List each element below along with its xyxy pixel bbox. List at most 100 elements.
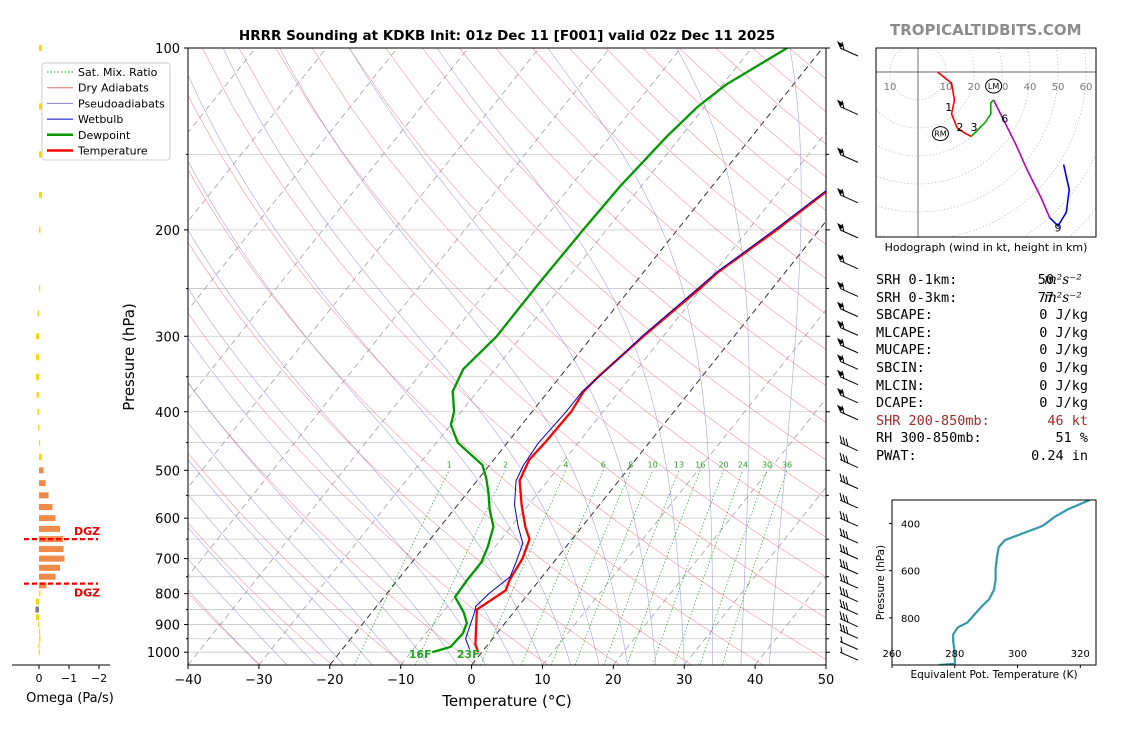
stat-value: 46 kt	[1047, 412, 1088, 429]
hodo-height-label: 2	[957, 121, 964, 134]
hodo-height-label: 6	[1001, 112, 1008, 125]
mixing-ratio-label: 2	[503, 460, 508, 469]
omega-bar	[39, 525, 60, 532]
pseudoadiabat-line	[188, 337, 458, 665]
pseudoadiabat-line	[188, 459, 373, 665]
theta-e-profile	[939, 500, 1091, 665]
isotherm-line	[188, 48, 540, 489]
pseudoadiabat-line	[188, 160, 543, 665]
stat-value: 51 %	[1055, 430, 1088, 447]
stat-value: 0 J/kg	[1039, 359, 1088, 376]
hodo-motion-label: RM	[934, 130, 947, 139]
mixing-ratio-line	[699, 470, 768, 665]
omega-tick-label: 0	[36, 672, 43, 685]
x-tick-label: 50	[818, 673, 835, 688]
mixing-ratio-line	[353, 470, 450, 665]
hodo-ring-label: 10	[940, 82, 953, 93]
pseudoadiabat-line	[188, 526, 316, 665]
stat-value: 77	[1037, 289, 1054, 306]
y-tick-label: 900	[155, 619, 180, 634]
x-tick-label: −20	[316, 673, 343, 688]
omega-bar	[39, 226, 41, 233]
omega-bar	[39, 573, 56, 580]
wind-barb	[839, 492, 859, 509]
mixing-ratio-line	[603, 470, 680, 665]
plot-frame	[187, 47, 827, 666]
isotherm-line	[188, 48, 682, 665]
omega-bar	[39, 503, 53, 510]
theta-e-y-tick-label: 600	[901, 567, 920, 578]
wind-barb	[839, 599, 859, 615]
y-tick-label: 600	[155, 512, 180, 527]
pseudoadiabat-line	[279, 48, 628, 665]
dry-adiabat-line	[188, 592, 261, 665]
stat-label: MLCAPE:	[876, 324, 933, 341]
brand-label: TROPICALTIDBITS.COM	[890, 21, 1082, 39]
stat-unit: m²s⁻²	[1044, 289, 1082, 306]
stat-row: PWAT: 0.24 in	[876, 448, 1116, 466]
wind-barb	[837, 99, 859, 116]
dry-adiabat-line	[238, 48, 826, 619]
legend-entry: Dewpoint	[78, 129, 131, 142]
y-tick-label: 300	[155, 330, 180, 345]
omega-bar	[39, 285, 41, 292]
legend-entry: Wetbulb	[78, 113, 123, 126]
hodo-ring-label: 50	[1052, 82, 1065, 93]
y-tick-label: 500	[155, 464, 180, 479]
wind-barb	[839, 586, 859, 603]
chart-title: HRRR Sounding at KDKB Init: 01z Dec 11 […	[239, 28, 775, 44]
stat-value: 0 J/kg	[1039, 377, 1088, 394]
omega-bar	[39, 480, 46, 487]
wind-barb	[837, 281, 859, 297]
theta-e-x-tick-label: 320	[1071, 649, 1090, 660]
isotherm-line	[188, 48, 611, 577]
theta-e-x-label: Equivalent Pot. Temperature (K)	[910, 669, 1077, 681]
x-tick-label: 0	[467, 673, 475, 688]
stat-row: SHR 200-850mb: 46 kt	[876, 413, 1116, 431]
omega-bar	[38, 642, 40, 649]
pseudoadiabat-line	[188, 493, 345, 665]
dry-adiabat-line	[495, 48, 826, 350]
hodo-motion-label: LM	[988, 82, 999, 91]
pseudoadiabat-line	[222, 48, 600, 665]
x-tick-label: 40	[747, 673, 764, 688]
pseudoadiabat-line	[188, 382, 430, 665]
hodo-height-label: 9	[1055, 222, 1062, 235]
profile-wetbulb	[465, 190, 826, 650]
legend-entry: Pseudoadiabats	[78, 97, 165, 110]
wind-barb	[837, 354, 859, 370]
stat-label: MLCIN:	[876, 377, 925, 394]
y-tick-label: 400	[155, 406, 180, 421]
isotherm-line	[188, 48, 469, 400]
mixing-ratio-line	[521, 470, 604, 665]
omega-bar	[39, 492, 49, 499]
hodo-trace	[970, 99, 995, 137]
mixing-ratio-label: 13	[674, 460, 684, 469]
wind-barb	[837, 147, 859, 163]
omega-bar	[37, 310, 39, 317]
omega-bar	[39, 582, 47, 589]
wind-barb	[837, 41, 859, 57]
wind-barb	[839, 452, 859, 469]
legend-entry: Temperature	[77, 145, 148, 158]
mixing-ratio-label: 4	[563, 460, 568, 469]
stat-row: MUCAPE: 0 J/kg	[876, 342, 1116, 360]
hodo-ring-label: 40	[1024, 82, 1037, 93]
omega-bar	[39, 515, 56, 522]
y-tick-label: 700	[155, 553, 180, 568]
pseudoadiabat-line	[676, 48, 750, 665]
wind-barb	[839, 511, 859, 527]
theta-e-x-tick-label: 260	[882, 649, 901, 660]
wind-barb	[839, 473, 859, 490]
isotherm-line	[683, 486, 826, 665]
stat-value: 0 J/kg	[1039, 324, 1088, 341]
wind-barb	[839, 636, 859, 650]
x-axis-label: Temperature (°C)	[441, 692, 571, 710]
isotherm-line	[400, 131, 826, 665]
stat-label: DCAPE:	[876, 395, 925, 412]
isotherm-line	[329, 48, 823, 665]
x-tick-label: −40	[174, 673, 201, 688]
legend-box	[41, 62, 171, 161]
isotherm-line	[471, 220, 826, 665]
mixing-ratio-label: 1	[447, 460, 452, 469]
